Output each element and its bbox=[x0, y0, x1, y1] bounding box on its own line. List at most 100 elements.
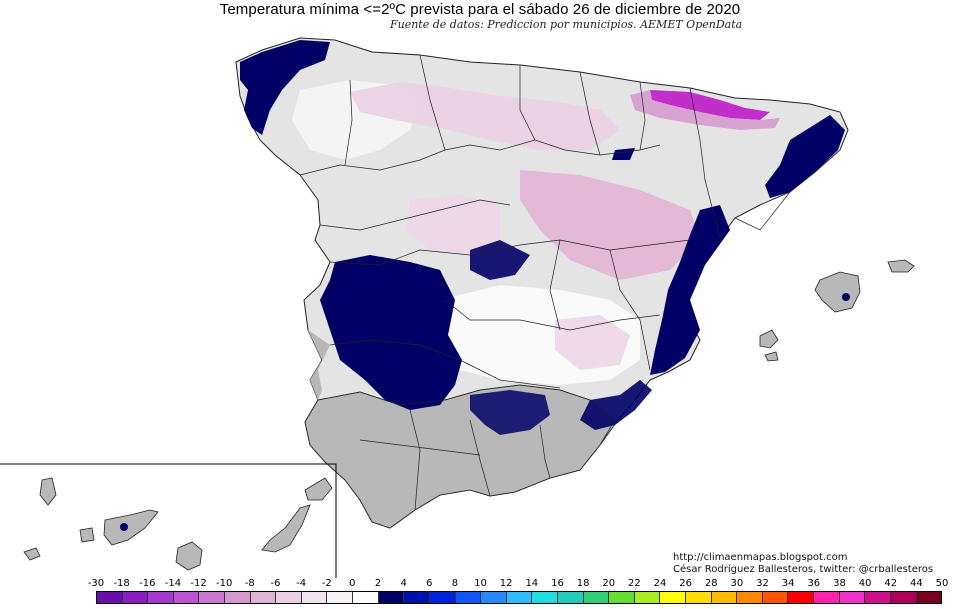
legend-swatch bbox=[455, 592, 482, 603]
region-borders bbox=[299, 54, 791, 511]
legend-swatch bbox=[199, 592, 226, 603]
legend-tick-label: -10 bbox=[216, 578, 233, 589]
legend-swatch bbox=[481, 592, 507, 603]
mallorca bbox=[814, 271, 861, 313]
legend-swatch bbox=[225, 592, 251, 603]
ibiza bbox=[759, 329, 779, 349]
legend-tick-label: -16 bbox=[139, 578, 156, 589]
legend-swatch bbox=[429, 592, 456, 603]
andalucia-region bbox=[304, 384, 616, 529]
legend-tick-label: 12 bbox=[499, 578, 513, 589]
tajo-valley-navy bbox=[470, 240, 530, 280]
pink-frost-la-mancha bbox=[555, 315, 630, 370]
legend-tick-label: 36 bbox=[807, 578, 821, 589]
legend-tick-label: 6 bbox=[426, 578, 433, 589]
teide-navy-spot bbox=[120, 523, 128, 531]
legend-swatch bbox=[557, 592, 584, 603]
legend-swatch bbox=[788, 592, 815, 603]
la-gomera bbox=[79, 527, 95, 543]
el-hierro bbox=[23, 547, 41, 561]
legend-tick-label: 26 bbox=[679, 578, 692, 589]
gran-canaria bbox=[175, 541, 203, 571]
legend-tick-label: 2 bbox=[374, 578, 382, 589]
legend-tick-label: 42 bbox=[884, 578, 898, 589]
legend-tick-label: 18 bbox=[576, 578, 590, 589]
legend-swatch bbox=[250, 592, 277, 603]
pink-frost-north bbox=[350, 82, 620, 150]
legend-swatch bbox=[711, 592, 738, 603]
pyrenees-magenta bbox=[650, 90, 770, 120]
legend-tick-label: -8 bbox=[244, 578, 255, 589]
legend-swatch bbox=[327, 592, 354, 603]
legend-color-bar bbox=[96, 591, 942, 604]
legend-tick-label: 8 bbox=[451, 578, 459, 589]
murcia-navy bbox=[580, 380, 652, 430]
legend-tick-label: 20 bbox=[602, 578, 616, 589]
formentera bbox=[764, 351, 779, 362]
pink-frost-iberian bbox=[520, 170, 700, 280]
legend-tick-label: -18 bbox=[113, 578, 130, 589]
galicia-coast-navy bbox=[240, 40, 330, 135]
legend-tick-label: 44 bbox=[909, 578, 923, 589]
legend-tick-label: -2 bbox=[321, 578, 332, 589]
legend-tick-label: 22 bbox=[627, 578, 641, 589]
legend-swatch bbox=[890, 592, 917, 603]
author-credit: César Rodríguez Ballesteros, twitter: @c… bbox=[673, 564, 934, 575]
canary-inset-frame bbox=[0, 463, 337, 578]
legend-tick-label: -14 bbox=[164, 578, 182, 589]
map-title: Temperatura mínima <=2ºC prevista para e… bbox=[219, 1, 741, 18]
pink-frost-central bbox=[405, 195, 500, 255]
guadalquivir-navy bbox=[470, 390, 550, 435]
levante-coast-navy bbox=[650, 205, 730, 375]
legend-tick-label: 32 bbox=[756, 578, 769, 589]
legend-tick-label: 28 bbox=[704, 578, 718, 589]
la-palma bbox=[39, 477, 57, 506]
legend-swatch bbox=[660, 592, 687, 603]
legend-swatch bbox=[686, 592, 712, 603]
legend-tick-label: 34 bbox=[781, 578, 795, 589]
southwest-grey-zone bbox=[308, 330, 330, 400]
legend-tick-label: 4 bbox=[400, 578, 407, 589]
map-subtitle: Fuente de datos: Prediccion por municipi… bbox=[390, 18, 743, 31]
lanzarote bbox=[304, 477, 333, 501]
menorca bbox=[887, 259, 915, 273]
legend-swatch bbox=[737, 592, 763, 603]
legend-swatch bbox=[353, 592, 379, 603]
legend-tick-label: 0 bbox=[349, 578, 356, 589]
legend-tick-label: 24 bbox=[653, 578, 667, 589]
catalonia-coast-navy bbox=[765, 115, 845, 198]
legend-tick-label: 38 bbox=[833, 578, 846, 589]
extremadura-navy bbox=[320, 255, 462, 410]
mallorca-navy-spot bbox=[842, 293, 850, 301]
legend-tick-label: -4 bbox=[296, 578, 307, 589]
legend-swatch bbox=[378, 592, 405, 603]
legend-swatch bbox=[122, 592, 149, 603]
legend-tick-label: -30 bbox=[87, 578, 105, 589]
legend-swatch bbox=[865, 592, 891, 603]
legend-swatch bbox=[814, 592, 840, 603]
legend-tick-label: 30 bbox=[730, 578, 744, 589]
blog-credit: http://climaenmapas.blogspot.com bbox=[673, 552, 848, 563]
legend-swatch bbox=[583, 592, 610, 603]
legend-tick-label: 10 bbox=[474, 578, 487, 589]
legend-labels: -30 -18 -16 -14 -12 -10 -8 -6 -4 -2 0 2 4 6 8 10 12 14 16 1… bbox=[0, 578, 960, 592]
legend-swatch bbox=[173, 592, 200, 603]
tenerife bbox=[103, 509, 159, 546]
legend-swatch bbox=[404, 592, 430, 603]
legend-swatch bbox=[276, 592, 302, 603]
legend-tick-label: -12 bbox=[190, 578, 207, 589]
legend-swatch bbox=[609, 592, 635, 603]
legend-swatch bbox=[762, 592, 789, 603]
pyrenees-pink-fringe bbox=[630, 90, 780, 130]
legend-tick-label: 40 bbox=[858, 578, 872, 589]
legend-swatch bbox=[839, 592, 866, 603]
legend-swatch bbox=[148, 592, 174, 603]
legend-tick-label: -6 bbox=[270, 578, 281, 589]
legend-swatch bbox=[506, 592, 533, 603]
legend-swatch bbox=[301, 592, 328, 603]
fuerteventura bbox=[261, 504, 311, 553]
legend-swatch bbox=[97, 592, 123, 603]
legend-tick-label: 50 bbox=[935, 578, 949, 589]
legend-tick-label: 14 bbox=[525, 578, 539, 589]
